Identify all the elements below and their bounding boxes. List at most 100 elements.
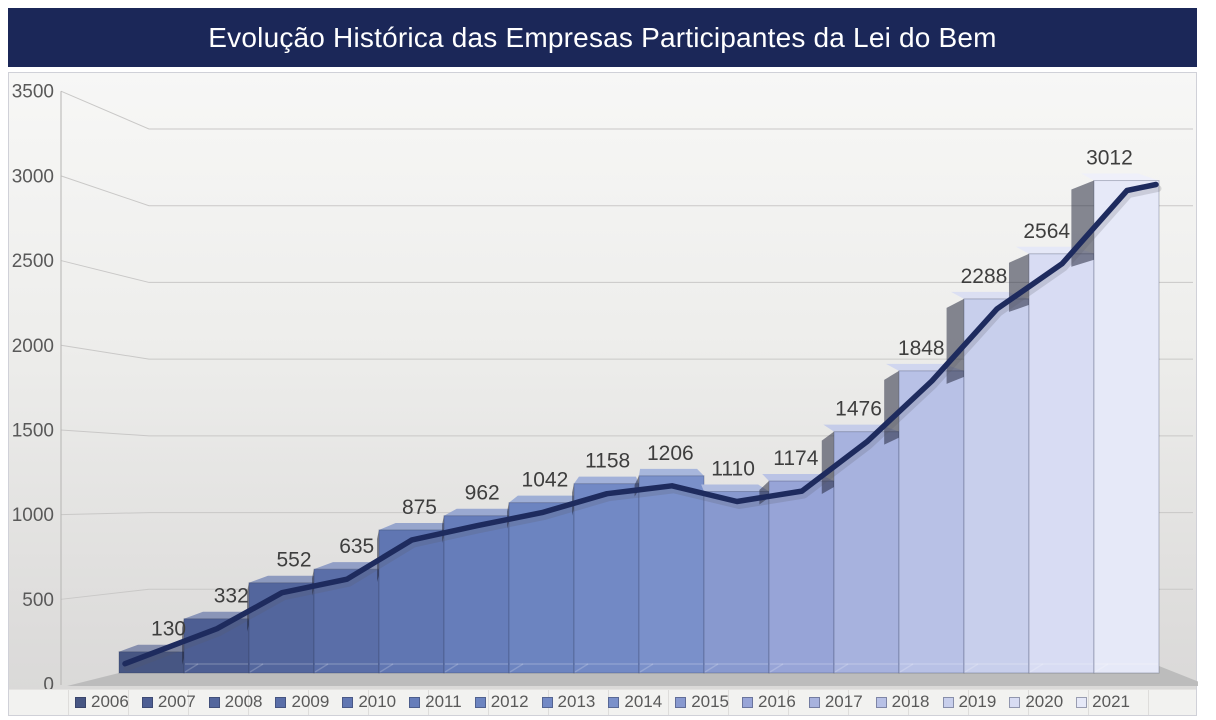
bar-inner-edge [964,663,979,673]
trend-line[interactable] [122,181,1159,667]
legend-marker-2014 [608,696,620,708]
svg-text:3500: 3500 [12,82,54,103]
bar-group-2019 [946,291,1030,674]
legend-marker-2018 [875,696,887,708]
legend-item-2015[interactable]: 2015 [675,692,729,712]
bar-2013[interactable] [573,483,640,674]
bar-2015[interactable] [703,491,770,674]
legend-item-2014[interactable]: 2014 [608,692,662,712]
y-axis-labels: 0 500 1000 1500 2000 2500 3000 3500 [12,82,54,696]
trend-line-shadow [123,185,1162,672]
bar-inner-edge [314,663,329,673]
bar-side-face [247,582,249,632]
data-label-2007: 332 [214,585,249,608]
legend-marker-2021 [1076,696,1088,708]
bar-inner-edge [834,663,849,673]
bar-group-2007 [182,611,260,674]
bar-2018[interactable] [898,370,965,674]
chart-title-text: Evolução Histórica das Empresas Particip… [208,21,997,53]
plot-3d: 0 500 1000 1500 2000 2500 3000 3500 130 332 552 635… [12,82,1198,696]
bar-inner-edge [1029,663,1044,673]
bar-inner-edge [704,663,719,673]
legend-item-2020[interactable]: 2020 [1009,692,1063,712]
svg-text:1000: 1000 [12,505,54,526]
worksheet-strip [9,689,1196,715]
legend-item-2021[interactable]: 2021 [1076,692,1130,712]
svg-text:3000: 3000 [12,166,54,187]
bar-top-face [444,508,514,516]
data-label-2014: 1206 [647,442,694,465]
data-label-2009: 635 [339,535,374,558]
bar-2012[interactable] [508,502,575,674]
bar-side-face [442,515,444,543]
bar-group-2011 [442,508,514,674]
chart-title-bar: Evolução Histórica das Empresas Particip… [8,8,1197,67]
chart-area: 0 500 1000 1500 2000 2500 3000 3500 130 332 552 635… [8,72,1198,716]
legend-label-2010: 2010 [358,692,397,711]
bar-2020[interactable] [1028,253,1095,674]
bar-inner-edge [444,663,459,673]
legend-label-2020: 2020 [1025,692,1064,711]
legend-label-2012: 2012 [490,692,529,711]
svg-text:500: 500 [22,590,54,611]
bar-side-face [572,483,574,516]
legend-item-2010[interactable]: 2010 [342,692,396,712]
legend-marker-2017 [808,696,820,708]
legend-marker-2010 [342,696,354,708]
legend-label-2017: 2017 [824,692,863,711]
legend-item-2007[interactable]: 2007 [141,692,196,712]
legend-label-2007: 2007 [157,692,196,711]
legend-marker-2008 [208,696,220,708]
legend-marker-2020 [1009,696,1021,708]
legend-marker-2019 [942,696,954,708]
legend-item-2013[interactable]: 2013 [541,692,595,712]
legend-label-2016: 2016 [758,692,796,711]
legend-item-2019[interactable]: 2019 [942,692,997,712]
bar-2019[interactable] [963,298,1030,674]
bar-top-face [379,522,453,530]
gridlines [60,90,1193,600]
legend-item-2011[interactable]: 2011 [409,692,462,712]
legend-marker-2007 [141,696,153,708]
data-label-2018: 1848 [898,337,945,360]
bar-group-2013 [572,476,640,674]
svg-text:1500: 1500 [12,420,54,441]
legend-item-2018[interactable]: 2018 [875,692,930,712]
bar-inner-edge [184,663,199,673]
bar-group-2020 [1008,246,1095,674]
bar-top-face [574,476,639,484]
bar-group-2014 [634,468,705,674]
legend-label-2006: 2006 [91,692,129,711]
bar-2014[interactable] [638,475,705,674]
bar-inner-edge [249,663,264,673]
bar-2017[interactable] [833,431,900,674]
data-label-2011: 962 [465,482,500,505]
bar-2008[interactable] [248,582,315,674]
bar-inner-edge [1094,663,1109,673]
bar-group-2015 [701,484,770,674]
bar-inner-edge [769,663,784,673]
svg-text:2500: 2500 [12,251,54,272]
legend-item-2017[interactable]: 2017 [808,692,863,712]
bar-2016[interactable] [768,480,835,674]
bar-group-2017 [821,424,900,674]
data-label-2016: 1174 [773,447,818,470]
legend-item-2016[interactable]: 2016 [742,692,796,712]
legend-label-2018: 2018 [891,692,930,711]
legend-marker-2013 [541,696,553,708]
legend-label-2019: 2019 [958,692,997,711]
bar-2021[interactable] [1093,180,1160,674]
bar-2011[interactable] [443,515,510,674]
legend-marker-2012 [474,696,486,708]
legend-item-2012[interactable]: 2012 [474,692,529,712]
legend-item-2008[interactable]: 2008 [208,692,262,712]
legend-marker-2015 [675,696,687,708]
legend-item-2009[interactable]: 2009 [275,692,329,712]
data-label-2020: 2564 [1023,220,1070,243]
bars [118,173,1160,674]
data-label-2013: 1158 [585,450,630,473]
legend-item-2006[interactable]: 2006 [75,692,129,712]
data-labels: 130 332 552 635 875 962 1042 1158 1206 1110 1174 14… [151,147,1133,641]
legend-label-2021: 2021 [1092,692,1130,711]
